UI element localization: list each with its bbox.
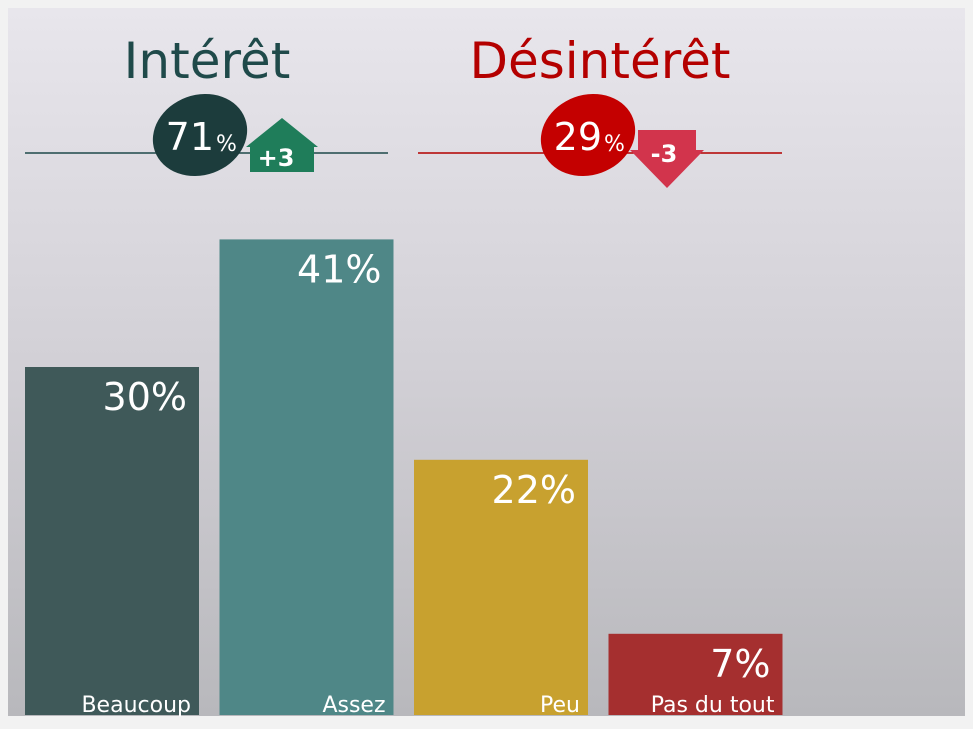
change-label: -3: [651, 140, 678, 168]
category-label: Pas du tout: [651, 693, 775, 718]
value-label: 7%: [710, 642, 770, 686]
group-title: Intérêt: [124, 32, 291, 90]
category-label: Peu: [540, 693, 580, 718]
change-label: +3: [258, 144, 295, 172]
bar: [220, 239, 394, 715]
group-title: Désintérêt: [469, 32, 730, 90]
share-unit: %: [604, 132, 625, 157]
share-unit: %: [216, 132, 237, 157]
category-label: Assez: [322, 693, 385, 718]
slide: 30% Beaucoup 41% Assez 22% Peu 7% Pas du tout In…: [0, 0, 973, 729]
category-label: Beaucoup: [81, 693, 191, 718]
share-value: 29: [554, 115, 602, 159]
share-value: 71: [166, 115, 214, 159]
value-label: 41%: [297, 247, 381, 291]
value-label: 30%: [103, 375, 187, 419]
bar: [25, 367, 199, 715]
value-label: 22%: [492, 468, 576, 512]
